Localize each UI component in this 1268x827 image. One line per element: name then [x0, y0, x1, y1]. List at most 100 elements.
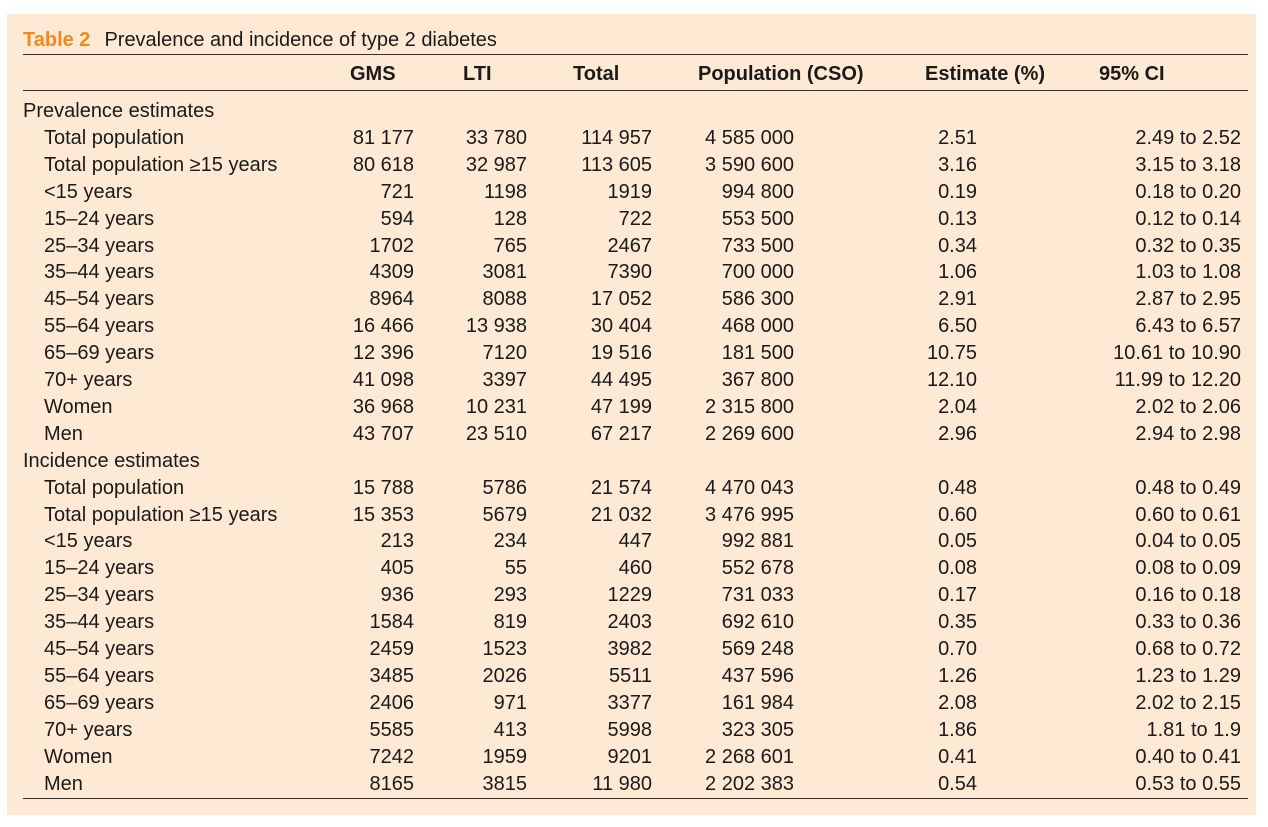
table-row: 45–54 years 2459 1523 3982 569 248 0.70 0.68 t… [7, 636, 1256, 663]
cell-ci: 11.99 to 12.20 [1114, 369, 1241, 391]
cell-population: 3 476 995 [705, 503, 794, 526]
cell-lti: 8088 [482, 288, 528, 311]
cell-population: 552 678 [721, 557, 794, 580]
cell-estimate: 0.70 [938, 638, 977, 660]
cell-ci: 0.18 to 0.20 [1135, 180, 1241, 203]
header-gms: GMS [350, 63, 396, 85]
cell-total: 21 574 [590, 476, 652, 499]
cell-total: 5998 [607, 718, 653, 741]
cell-ci: 0.53 to 0.55 [1135, 772, 1241, 795]
table-row: Total population ≥15 years 80 618 32 987 11… [7, 152, 1256, 179]
cell-lti: 55 [504, 557, 527, 580]
cell-ci: 10.61 to 10.90 [1113, 342, 1241, 365]
cell-lti: 819 [493, 611, 527, 634]
cell-ci: 0.40 to 0.41 [1135, 745, 1241, 768]
cell-gms: 80 618 [352, 153, 414, 176]
cell-ci: 0.16 to 0.18 [1135, 584, 1241, 607]
cell-gms: 12 396 [352, 342, 414, 365]
cell-ci: 0.48 to 0.49 [1135, 476, 1241, 499]
cell-population: 733 500 [721, 234, 794, 257]
cell-estimate: 2.08 [938, 691, 977, 714]
cell-gms: 15 353 [352, 503, 414, 526]
row-label: Total population [44, 126, 185, 149]
cell-population: 2 315 800 [705, 395, 794, 418]
cell-estimate: 1.86 [938, 718, 977, 741]
cell-lti: 10 231 [465, 395, 527, 418]
cell-total: 722 [618, 207, 652, 230]
cell-gms: 213 [380, 530, 414, 553]
section-title: Incidence estimates [23, 449, 200, 472]
cell-estimate: 1.06 [938, 261, 977, 284]
cell-lti: 293 [493, 584, 527, 607]
cell-ci: 2.87 to 2.95 [1135, 288, 1241, 311]
cell-lti: 3081 [482, 261, 528, 284]
row-label: <15 years [44, 530, 133, 553]
row-label: Men [44, 772, 83, 795]
cell-total: 5511 [608, 664, 652, 687]
cell-population: 700 000 [721, 261, 794, 284]
header-estimate: Estimate (%) [925, 63, 1046, 85]
cell-lti: 5786 [482, 476, 528, 499]
cell-population: 2 268 601 [705, 745, 794, 768]
cell-total: 447 [618, 530, 652, 553]
cell-estimate: 0.60 [938, 503, 977, 526]
cell-ci: 1.81 to 1.9 [1146, 718, 1241, 741]
header-rule [23, 90, 1248, 91]
cell-estimate: 0.48 [938, 476, 977, 499]
cell-total: 1919 [607, 180, 653, 203]
table-row: 65–69 years 12 396 7120 19 516 181 500 10.75 1… [7, 340, 1256, 367]
table-row: 25–34 years 936 293 1229 731 033 0.17 0.16 to … [7, 582, 1256, 609]
section-heading: Prevalence estimates [7, 98, 1256, 125]
cell-lti: 3815 [482, 772, 528, 795]
cell-lti: 5679 [482, 503, 528, 526]
cell-population: 468 000 [721, 315, 794, 338]
cell-estimate: 0.35 [938, 611, 977, 634]
cell-ci: 0.12 to 0.14 [1135, 207, 1241, 230]
cell-lti: 1198 [483, 180, 527, 203]
cell-estimate: 3.16 [938, 153, 977, 176]
cell-lti: 234 [493, 530, 527, 553]
cell-gms: 16 466 [352, 315, 414, 338]
cell-gms: 7242 [369, 745, 415, 768]
cell-population: 2 202 383 [705, 772, 794, 795]
table-row: 70+ years 41 098 3397 44 495 367 800 12.10 11.… [7, 367, 1256, 394]
cell-population: 586 300 [721, 288, 794, 311]
cell-total: 460 [618, 557, 652, 580]
cell-population: 323 305 [721, 718, 794, 741]
table-title: Prevalence and incidence of type 2 diabe… [104, 29, 497, 51]
cell-total: 19 516 [590, 342, 652, 365]
cell-ci: 0.60 to 0.61 [1135, 503, 1241, 526]
cell-ci: 0.68 to 0.72 [1135, 638, 1241, 660]
cell-population: 692 610 [721, 611, 794, 634]
row-label: 70+ years [44, 369, 133, 391]
row-label: 25–34 years [44, 234, 155, 257]
cell-ci: 0.04 to 0.05 [1135, 530, 1241, 553]
bottom-rule [23, 798, 1248, 799]
cell-ci: 1.23 to 1.29 [1135, 664, 1241, 687]
cell-total: 1229 [607, 584, 653, 607]
table-row: Total population 81 177 33 780 114 957 4 585… [7, 125, 1256, 152]
cell-ci: 3.15 to 3.18 [1135, 153, 1241, 176]
cell-ci: 6.43 to 6.57 [1135, 315, 1241, 338]
cell-lti: 2026 [482, 664, 528, 687]
cell-gms: 721 [380, 180, 414, 203]
cell-total: 7390 [607, 261, 653, 284]
cell-population: 437 596 [721, 664, 794, 687]
table-row: 35–44 years 1584 819 2403 692 610 0.35 0.33 to… [7, 609, 1256, 636]
section-heading: Incidence estimates [7, 448, 1256, 475]
cell-ci: 2.02 to 2.15 [1135, 691, 1241, 714]
cell-gms: 43 707 [352, 422, 414, 445]
row-label: 35–44 years [44, 261, 155, 284]
cell-gms: 1584 [369, 611, 415, 634]
cell-gms: 2459 [369, 638, 415, 660]
cell-ci: 0.08 to 0.09 [1135, 557, 1241, 580]
header-lti: LTI [463, 63, 492, 85]
table-row: <15 years 721 1198 1919 994 800 0.19 0.18 to 0… [7, 179, 1256, 206]
cell-total: 3982 [607, 638, 653, 660]
cell-gms: 41 098 [352, 369, 414, 391]
cell-estimate: 2.04 [938, 395, 977, 418]
row-label: Women [44, 395, 113, 418]
cell-gms: 81 177 [352, 126, 414, 149]
row-label: Men [44, 422, 83, 445]
cell-estimate: 0.13 [938, 207, 977, 230]
